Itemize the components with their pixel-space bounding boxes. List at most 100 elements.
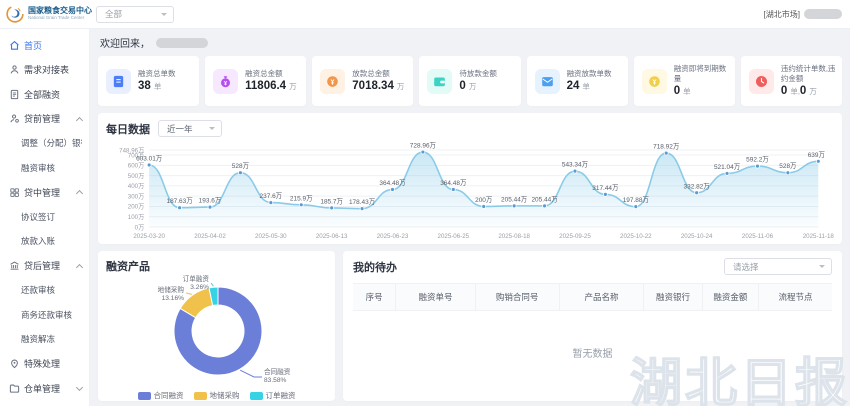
svg-text:合同融资: 合同融资 (264, 367, 291, 376)
legend-item-2[interactable]: 订单融资 (249, 390, 296, 401)
sidebar-item-label: 还款审核 (21, 285, 56, 296)
moneybag-icon (213, 68, 239, 94)
sidebar-item-label: 协议签订 (21, 211, 56, 222)
stat-card-label: 待放款金额 (459, 68, 497, 78)
legend-swatch (137, 391, 151, 400)
sidebar-item-10[interactable]: 还款审核 (0, 278, 89, 303)
sidebar-item-label: 特殊处理 (24, 359, 61, 370)
market-filter-value: 全部 (105, 9, 123, 19)
sidebar-item-label: 商务还款审核 (21, 309, 73, 320)
stat-card-label: 放款总金额 (352, 68, 390, 78)
svg-text:2025-06-13: 2025-06-13 (316, 233, 348, 240)
sidebar-item-8[interactable]: 放款入账 (0, 229, 89, 254)
stat-card-value: 38 单 (138, 80, 162, 93)
sidebar-item-3[interactable]: 贷前管理 (0, 107, 89, 132)
gold-coin-icon (641, 68, 667, 94)
svg-text:2025-10-22: 2025-10-22 (620, 233, 652, 240)
todo-column-4: 融资银行 (644, 284, 703, 310)
market-filter-select[interactable]: 全部 (96, 5, 174, 23)
daily-data-panel: 每日数据 近一年 0万 100万 200万 300万 400万 500万 600万 700万 7… (98, 113, 842, 244)
sidebar-item-9[interactable]: 贷后管理 (0, 254, 89, 279)
legend-swatch (249, 391, 263, 400)
redacted-username-greeting (156, 37, 208, 48)
document-icon (106, 68, 131, 94)
clock-icon (748, 68, 774, 94)
stat-card-0: 融资总单数 38 单 (98, 56, 200, 106)
svg-text:地储采购: 地储采购 (158, 285, 185, 294)
legend-item-1[interactable]: 地储采购 (193, 390, 240, 401)
greeting: 欢迎回来， (100, 35, 842, 50)
svg-text:748.96万: 748.96万 (119, 147, 144, 154)
todo-column-2: 购销合同号 (476, 284, 560, 310)
svg-text:317.44万: 317.44万 (592, 184, 619, 192)
chevron-down-icon (75, 383, 84, 391)
daily-data-title: 每日数据 (106, 123, 150, 136)
chevron-up-icon (75, 116, 84, 124)
svg-text:364.48万: 364.48万 (379, 179, 406, 187)
svg-text:2025-06-23: 2025-06-23 (377, 233, 409, 240)
financing-products-title: 融资产品 (106, 261, 150, 273)
stat-card-label: 融资总单数 (138, 68, 176, 78)
svg-text:187.63万: 187.63万 (166, 197, 193, 205)
svg-text:500万: 500万 (128, 173, 144, 180)
sidebar-item-label: 需求对接表 (24, 65, 70, 76)
todo-column-5: 融资金额 (703, 284, 759, 310)
svg-text:193.6万: 193.6万 (199, 197, 222, 205)
svg-text:2025-06-25: 2025-06-25 (438, 233, 470, 240)
legend-item-0[interactable]: 合同融资 (137, 390, 184, 401)
logo-title: 国家粮食交易中心 (28, 6, 92, 16)
todo-filter-select[interactable]: 请选择 (724, 258, 832, 275)
sidebar-item-12[interactable]: 融资解冻 (0, 327, 89, 352)
svg-text:197.88万: 197.88万 (623, 196, 650, 204)
svg-text:364.48万: 364.48万 (440, 179, 467, 187)
svg-text:0万: 0万 (135, 224, 145, 231)
svg-text:332.82万: 332.82万 (684, 182, 711, 190)
app-logo: 国家粮食交易中心 National Grain Trade Center (0, 5, 92, 23)
svg-text:300万: 300万 (128, 193, 144, 200)
sidebar-item-4[interactable]: 调整（分配）银行 (0, 131, 89, 156)
svg-text:83.58%: 83.58% (264, 377, 287, 384)
svg-text:2025-11-06: 2025-11-06 (742, 233, 774, 240)
svg-text:639万: 639万 (808, 151, 826, 159)
stat-card-label: 融资总金额 (245, 68, 283, 78)
svg-text:13.16%: 13.16% (162, 295, 185, 302)
chevron-up-icon (75, 190, 84, 198)
stat-card-4: 融资放款单数 24 单 (526, 56, 628, 106)
svg-text:528万: 528万 (779, 162, 797, 170)
sidebar-item-5[interactable]: 融资审核 (0, 156, 89, 181)
svg-text:600万: 600万 (128, 163, 144, 170)
sidebar-item-2[interactable]: 全部融资 (0, 82, 89, 107)
sidebar-item-7[interactable]: 协议签订 (0, 205, 89, 230)
svg-text:2025-10-24: 2025-10-24 (681, 233, 713, 240)
stats-row: 融资总单数 38 单 融资总金额 11806.4 万 放款总金额 7018.34 万 待放款… (98, 56, 842, 106)
date-range-select[interactable]: 近一年 (158, 120, 222, 137)
bank-icon (9, 260, 20, 271)
svg-text:603.01万: 603.01万 (136, 154, 163, 162)
stat-card-value: 0 单 (673, 85, 691, 98)
sidebar-item-13[interactable]: 特殊处理 (0, 352, 89, 377)
sidebar: 首页需求对接表全部融资贷前管理调整（分配）银行融资审核贷中管理协议签订放款入账贷… (0, 28, 90, 406)
sidebar-item-11[interactable]: 商务还款审核 (0, 303, 89, 328)
daily-line-chart: 0万 100万 200万 300万 400万 500万 600万 700万748.96万603… (119, 141, 834, 240)
user-gear-icon (9, 113, 20, 124)
svg-text:543.34万: 543.34万 (562, 161, 589, 169)
svg-text:528万: 528万 (232, 162, 250, 170)
svg-text:2025-11-18: 2025-11-18 (803, 233, 834, 240)
svg-text:200万: 200万 (475, 196, 493, 204)
stat-card-value: 11806.4 万 (245, 80, 297, 93)
header-user-area[interactable]: [湖北市场] (764, 9, 850, 20)
legend-label: 地储采购 (209, 391, 240, 400)
sidebar-item-14[interactable]: 仓单管理 (0, 376, 89, 401)
svg-text:185.7万: 185.7万 (320, 197, 343, 205)
document-list-icon (9, 89, 20, 100)
sidebar-item-6[interactable]: 贷中管理 (0, 180, 89, 205)
svg-text:2025-03-20: 2025-03-20 (133, 233, 165, 240)
greeting-text: 欢迎回来， (100, 39, 150, 50)
legend-swatch (193, 391, 207, 400)
sidebar-item-1[interactable]: 需求对接表 (0, 58, 89, 83)
logo-subtitle: National Grain Trade Center (28, 14, 85, 20)
chevron-up-icon (75, 263, 84, 271)
sidebar-item-0[interactable]: 首页 (0, 33, 89, 58)
my-todo-panel: 我的待办 请选择 序号 融资单号 购销合同号 产品名称 融资银行 融资金额 流程节点 暂无数… (343, 251, 842, 401)
